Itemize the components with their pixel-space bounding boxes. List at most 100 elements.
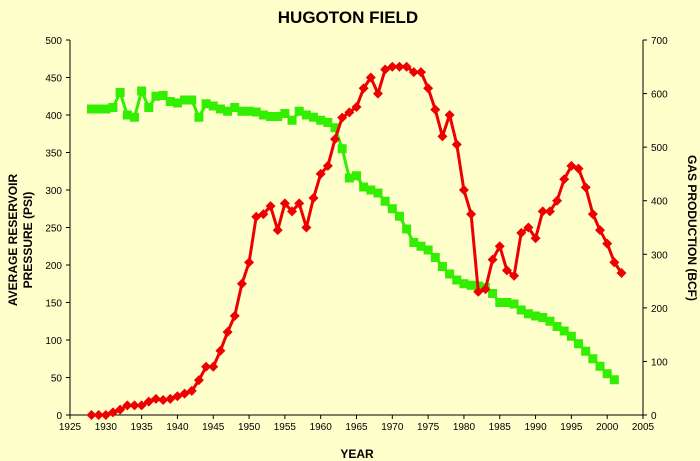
- gas-production-point: [115, 404, 126, 415]
- gas-production-point: [122, 400, 133, 411]
- gas-production-point: [158, 395, 169, 405]
- reservoir-pressure-point: [423, 245, 433, 255]
- gas-production-point: [595, 225, 606, 236]
- reservoir-pressure-point: [552, 322, 562, 331]
- x-tick-label: 1990: [524, 422, 547, 433]
- gas-production-point: [244, 257, 255, 268]
- y-right-tick-label: 700: [651, 36, 668, 47]
- y-left-tick-label: 500: [45, 36, 62, 47]
- reservoir-pressure-point: [495, 298, 505, 307]
- reservoir-pressure-point: [101, 104, 111, 114]
- reservoir-pressure-point: [516, 305, 526, 315]
- reservoir-pressure-point: [180, 95, 190, 105]
- gas-production-point: [294, 198, 305, 209]
- gas-production-point: [501, 265, 512, 276]
- reservoir-pressure-point: [459, 279, 469, 289]
- y-left-tick-label: 150: [45, 299, 62, 310]
- reservoir-pressure-point: [294, 106, 304, 116]
- gas-production-point: [129, 400, 140, 411]
- reservoir-pressure-point: [137, 86, 147, 96]
- gas-production-point: [480, 284, 491, 295]
- gas-production-point: [308, 193, 319, 204]
- y-left-tick-label: 100: [45, 336, 62, 347]
- y-left-tick-label: 300: [45, 186, 62, 197]
- reservoir-pressure-point: [244, 106, 254, 116]
- reservoir-pressure-point: [488, 289, 498, 298]
- reservoir-pressure-point: [108, 103, 118, 112]
- gas-production-point: [573, 163, 584, 174]
- reservoir-pressure-point: [394, 211, 404, 221]
- y-left-tick-label: 450: [45, 74, 62, 85]
- reservoir-pressure-point: [194, 112, 204, 122]
- reservoir-pressure-point: [437, 262, 447, 271]
- reservoir-pressure-point: [502, 298, 512, 307]
- reservoir-pressure-point: [301, 110, 311, 120]
- gas-production-point: [537, 206, 548, 217]
- gas-production-point: [444, 110, 455, 120]
- gas-production-point: [544, 206, 555, 217]
- reservoir-pressure-point: [559, 326, 569, 336]
- x-tick-label: 1960: [310, 422, 333, 433]
- reservoir-pressure-point: [273, 112, 283, 121]
- reservoir-pressure-point: [445, 269, 455, 279]
- reservoir-pressure-point: [574, 339, 584, 349]
- reservoir-pressure-point: [122, 110, 132, 120]
- reservoir-pressure-point: [187, 95, 197, 105]
- gas-production-point: [193, 375, 204, 386]
- y-right-tick-label: 400: [651, 197, 668, 208]
- reservoir-pressure-point: [387, 204, 397, 214]
- reservoir-pressure-point: [165, 97, 175, 106]
- gas-production-point: [494, 241, 505, 252]
- gas-production-point: [215, 345, 226, 356]
- x-tick-label: 1925: [59, 422, 82, 433]
- y-left-tick-label: 350: [45, 149, 62, 160]
- gas-production-point: [150, 393, 161, 404]
- reservoir-pressure-point: [352, 171, 361, 181]
- reservoir-pressure-point: [144, 103, 154, 112]
- reservoir-pressure-point: [531, 311, 541, 321]
- reservoir-pressure-point: [545, 316, 555, 326]
- gas-production-point: [337, 112, 348, 123]
- y-left-tick-label: 200: [45, 261, 62, 272]
- reservoir-pressure-point: [215, 104, 225, 114]
- reservoir-pressure-point: [280, 109, 290, 118]
- gas-production-point: [580, 182, 591, 193]
- y-left-tick-label: 400: [45, 111, 62, 122]
- gas-production-point: [265, 201, 276, 212]
- gas-production-point: [487, 254, 498, 265]
- y-right-tick-label: 300: [651, 250, 668, 261]
- gas-production-point: [186, 385, 197, 396]
- reservoir-pressure-point: [581, 346, 591, 356]
- x-tick-label: 1930: [95, 422, 118, 433]
- x-tick-label: 1945: [202, 422, 225, 433]
- gas-production-point: [609, 257, 620, 268]
- reservoir-pressure-point: [223, 106, 233, 116]
- reservoir-pressure-point: [566, 331, 576, 341]
- reservoir-pressure-point: [266, 112, 276, 121]
- gas-production-point: [279, 198, 290, 209]
- gas-production-point: [86, 410, 97, 420]
- gas-production-point: [372, 88, 383, 99]
- gas-production-point: [344, 107, 355, 118]
- reservoir-pressure-point: [359, 182, 369, 192]
- reservoir-pressure-point: [466, 280, 476, 290]
- gas-production-point: [236, 278, 247, 289]
- reservoir-pressure-point: [380, 196, 390, 206]
- gas-production-point: [437, 131, 448, 142]
- reservoir-pressure-point: [609, 375, 619, 385]
- gas-production-point: [330, 134, 341, 145]
- gas-production-point: [229, 310, 240, 321]
- reservoir-pressure-point: [237, 106, 247, 116]
- reservoir-pressure-point: [86, 104, 96, 114]
- gas-production-point: [258, 209, 269, 220]
- gas-production-line: [91, 65, 623, 417]
- gas-production-point: [315, 168, 326, 179]
- x-tick-label: 1950: [238, 422, 261, 433]
- reservoir-pressure-point: [430, 253, 440, 262]
- reservoir-pressure-point: [129, 112, 139, 122]
- reservoir-pressure-point: [172, 98, 182, 108]
- gas-production-point: [408, 67, 419, 78]
- gas-production-point: [208, 361, 219, 372]
- gas-production-point: [401, 61, 412, 72]
